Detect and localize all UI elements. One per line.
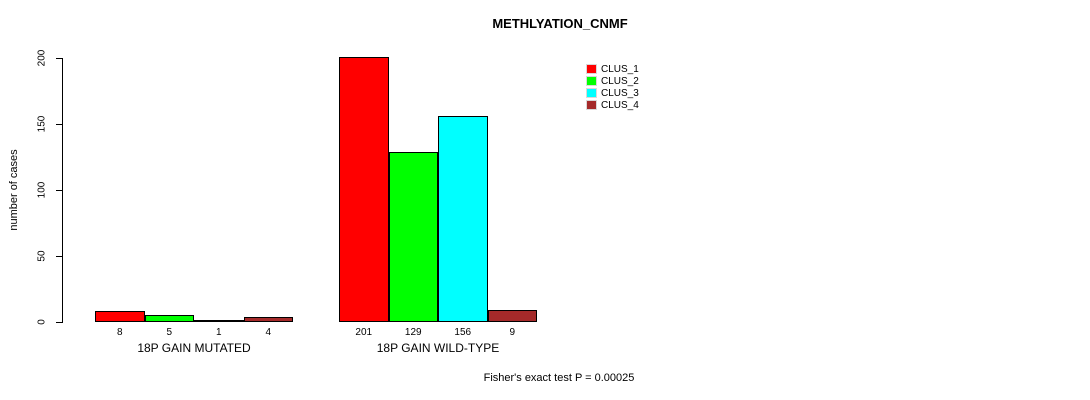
y-axis-label: number of cases <box>8 149 20 231</box>
bar-clus_4 <box>243 316 293 322</box>
legend-swatch-icon <box>586 64 597 74</box>
legend-row: CLUS_1 <box>586 63 639 75</box>
bar-clus_3 <box>438 116 488 322</box>
legend-label: CLUS_4 <box>601 99 639 111</box>
bar-clus_2 <box>388 151 438 322</box>
bar-value-label: 5 <box>166 327 173 338</box>
y-tick-label: 100 <box>36 181 48 199</box>
bar-clus_2 <box>144 315 194 322</box>
y-axis-line <box>62 58 63 323</box>
legend-swatch-icon <box>586 88 597 98</box>
bar-clus_4 <box>487 310 537 322</box>
annotation-text: Fisher's exact test P = 0.00025 <box>483 372 635 384</box>
bar-value-label: 156 <box>454 327 472 338</box>
legend-row: CLUS_3 <box>586 87 639 99</box>
y-tick-mark <box>56 124 62 125</box>
bar-value-label: 4 <box>265 327 272 338</box>
y-tick-label: 0 <box>36 319 48 325</box>
bar-clus_3 <box>194 320 244 322</box>
legend: CLUS_1 CLUS_2 CLUS_3 CLUS_4 <box>586 63 639 111</box>
bar-clus_1 <box>339 56 389 322</box>
legend-row: CLUS_2 <box>586 75 639 87</box>
y-tick-mark <box>56 322 62 323</box>
legend-swatch-icon <box>586 100 597 110</box>
legend-label: CLUS_2 <box>601 75 639 87</box>
bar-value-label: 1 <box>215 327 222 338</box>
group-label: 18P GAIN WILD-TYPE <box>376 341 500 355</box>
bar-value-label: 201 <box>355 327 373 338</box>
y-tick-mark <box>56 190 62 191</box>
y-tick-label: 200 <box>36 49 48 67</box>
y-tick-mark <box>56 58 62 59</box>
legend-label: CLUS_3 <box>601 87 639 99</box>
bar-value-label: 129 <box>404 327 422 338</box>
y-tick-label: 150 <box>36 115 48 133</box>
legend-label: CLUS_1 <box>601 63 639 75</box>
bar-clus_1 <box>95 311 145 322</box>
bar-value-label: 9 <box>509 327 516 338</box>
group-label: 18P GAIN MUTATED <box>137 341 251 355</box>
chart-title: METHLYATION_CNMF <box>492 16 628 31</box>
bar-value-label: 8 <box>116 327 123 338</box>
y-tick-label: 50 <box>36 250 48 262</box>
legend-row: CLUS_4 <box>586 99 639 111</box>
legend-swatch-icon <box>586 76 597 86</box>
y-tick-mark <box>56 256 62 257</box>
